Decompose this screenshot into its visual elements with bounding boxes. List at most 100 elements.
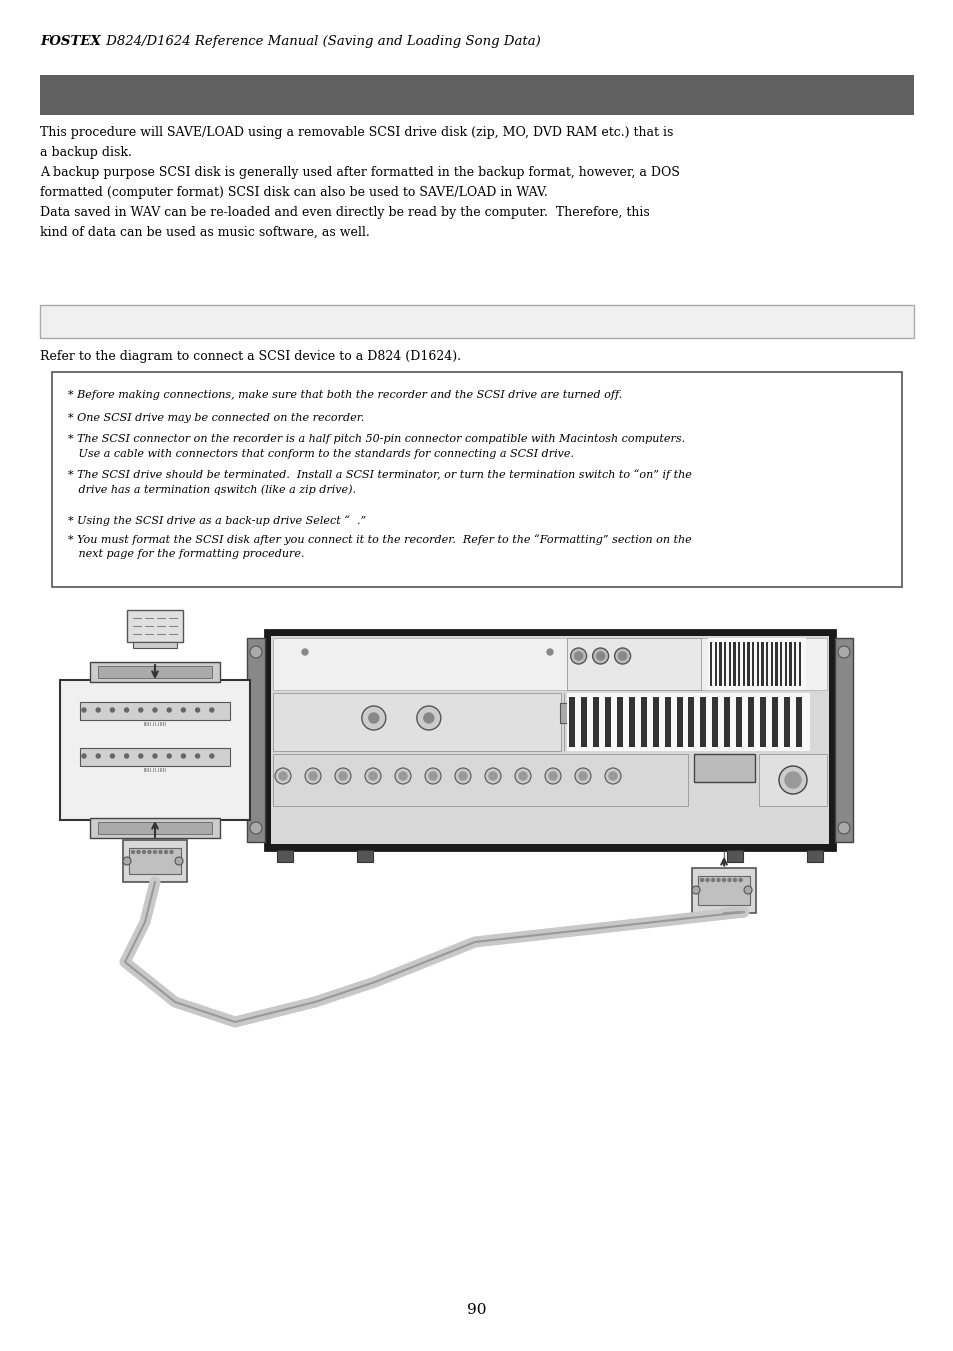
Text: * The SCSI connector on the recorder is a half pitch 50-pin connector compatible: * The SCSI connector on the recorder is …: [68, 434, 684, 444]
Text: D824/D1624 Reference Manual (Saving and Loading Song Data): D824/D1624 Reference Manual (Saving and …: [102, 35, 540, 49]
Circle shape: [618, 653, 626, 661]
Bar: [273, 693, 560, 751]
Circle shape: [164, 851, 168, 854]
Bar: [566, 693, 809, 751]
Circle shape: [123, 857, 131, 865]
Circle shape: [153, 851, 156, 854]
Bar: [723, 642, 725, 686]
Circle shape: [614, 648, 630, 663]
Bar: [271, 636, 828, 844]
Circle shape: [305, 767, 320, 784]
Circle shape: [423, 713, 434, 723]
Circle shape: [711, 878, 714, 881]
Bar: [639, 697, 646, 747]
Circle shape: [784, 771, 801, 788]
Bar: [664, 697, 670, 747]
Circle shape: [159, 851, 162, 854]
Bar: [652, 697, 658, 747]
Circle shape: [111, 708, 114, 712]
Circle shape: [170, 851, 172, 854]
Circle shape: [575, 767, 590, 784]
Bar: [90, 817, 220, 838]
Circle shape: [398, 771, 407, 780]
Bar: [760, 642, 763, 686]
Circle shape: [174, 857, 183, 865]
Bar: [80, 703, 230, 720]
Bar: [726, 850, 742, 862]
Bar: [698, 875, 749, 905]
Circle shape: [195, 754, 199, 758]
Bar: [628, 697, 634, 747]
Bar: [52, 372, 901, 586]
Circle shape: [167, 708, 171, 712]
Circle shape: [546, 648, 553, 655]
Text: IIIII.II.IIIII: IIIII.II.IIIII: [143, 721, 167, 727]
Bar: [123, 840, 187, 882]
Bar: [676, 697, 681, 747]
Circle shape: [250, 821, 262, 834]
Circle shape: [125, 754, 129, 758]
Circle shape: [455, 767, 471, 784]
Bar: [273, 638, 826, 690]
Bar: [60, 680, 250, 820]
Circle shape: [518, 771, 526, 780]
Text: * The SCSI drive should be terminated.  Install a SCSI terminator, or turn the t: * The SCSI drive should be terminated. I…: [68, 469, 691, 480]
Bar: [40, 305, 913, 338]
Bar: [127, 611, 183, 642]
Bar: [129, 848, 181, 874]
Text: A backup purpose SCSI disk is generally used after formatted in the backup forma: A backup purpose SCSI disk is generally …: [40, 166, 679, 178]
Circle shape: [138, 708, 143, 712]
Bar: [784, 642, 786, 686]
Circle shape: [210, 754, 213, 758]
Bar: [770, 642, 772, 686]
Bar: [719, 642, 720, 686]
Circle shape: [132, 851, 134, 854]
Circle shape: [338, 771, 347, 780]
Text: Refer to the diagram to connect a SCSI device to a D824 (D1624).: Refer to the diagram to connect a SCSI d…: [40, 350, 460, 363]
Circle shape: [309, 771, 316, 780]
Circle shape: [210, 708, 213, 712]
Text: Data saved in WAV can be re-loaded and even directly be read by the computer.  T: Data saved in WAV can be re-loaded and e…: [40, 205, 649, 219]
Text: drive has a termination qswitch (like a zip drive).: drive has a termination qswitch (like a …: [68, 484, 355, 494]
Bar: [783, 697, 790, 747]
Circle shape: [278, 771, 287, 780]
Bar: [748, 697, 754, 747]
Circle shape: [515, 767, 531, 784]
Circle shape: [181, 708, 185, 712]
Circle shape: [96, 754, 100, 758]
Bar: [756, 642, 759, 686]
Text: next page for the formatting procedure.: next page for the formatting procedure.: [68, 549, 304, 559]
Circle shape: [596, 653, 604, 661]
Bar: [688, 697, 694, 747]
Bar: [738, 642, 740, 686]
Circle shape: [142, 851, 146, 854]
Text: * Using the SCSI drive as a back-up drive Select “  .”: * Using the SCSI drive as a back-up driv…: [68, 515, 366, 526]
Circle shape: [82, 708, 86, 712]
Bar: [733, 642, 735, 686]
Bar: [566, 638, 700, 690]
Bar: [780, 642, 781, 686]
Bar: [796, 697, 801, 747]
Bar: [723, 697, 730, 747]
Circle shape: [727, 878, 730, 881]
Bar: [775, 642, 777, 686]
Bar: [568, 697, 574, 747]
Text: * You must format the SCSI disk after you connect it to the recorder.  Refer to : * You must format the SCSI disk after yo…: [68, 534, 691, 544]
Text: Use a cable with connectors that conform to the standards for connecting a SCSI : Use a cable with connectors that conform…: [68, 449, 574, 459]
Circle shape: [250, 646, 262, 658]
Circle shape: [578, 771, 586, 780]
Circle shape: [548, 771, 557, 780]
Circle shape: [274, 767, 291, 784]
Circle shape: [82, 754, 86, 758]
Bar: [80, 748, 230, 766]
Circle shape: [125, 708, 129, 712]
Circle shape: [335, 767, 351, 784]
Bar: [691, 867, 755, 913]
Text: 90: 90: [467, 1302, 486, 1317]
Circle shape: [152, 708, 157, 712]
Circle shape: [779, 766, 806, 794]
Circle shape: [458, 771, 467, 780]
Circle shape: [837, 646, 849, 658]
Bar: [604, 697, 610, 747]
Text: formatted (computer format) SCSI disk can also be used to SAVE/LOAD in WAV.: formatted (computer format) SCSI disk ca…: [40, 186, 547, 199]
